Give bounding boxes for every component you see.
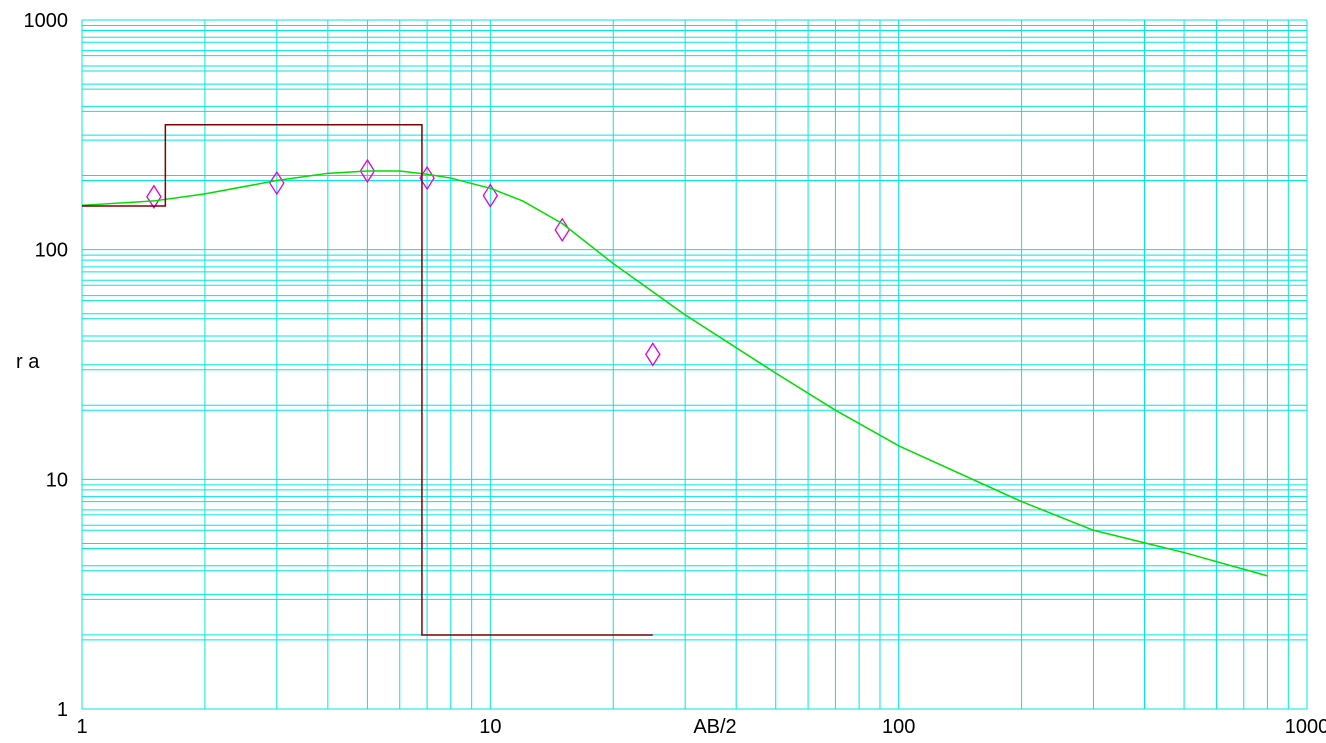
observed-point: [645, 342, 661, 367]
x-tick-label: 1000: [1285, 716, 1326, 738]
y-tick-label: 1000: [24, 10, 69, 32]
y-tick-label: 10: [46, 469, 68, 491]
x-axis-label: AB/2: [693, 716, 736, 738]
observed-point: [146, 184, 162, 209]
x-tick-label: 10: [479, 716, 501, 738]
y-tick-label: 1: [57, 699, 68, 721]
tick-labels: 1 10 100 1000 1 10 100 1000: [24, 10, 1326, 738]
x-tick-label: 1: [76, 716, 87, 738]
x-tick-label: 100: [882, 716, 915, 738]
layer-model-line: [82, 123, 653, 636]
y-axis-label: r a: [16, 351, 40, 373]
observed-point: [554, 217, 571, 243]
fitted-curve-line: [81, 170, 1268, 577]
observed-point: [359, 158, 376, 184]
grid: [81, 19, 1308, 710]
series-layer: [81, 123, 1268, 636]
y-tick-label: 100: [35, 240, 68, 262]
observed-point: [482, 183, 499, 208]
